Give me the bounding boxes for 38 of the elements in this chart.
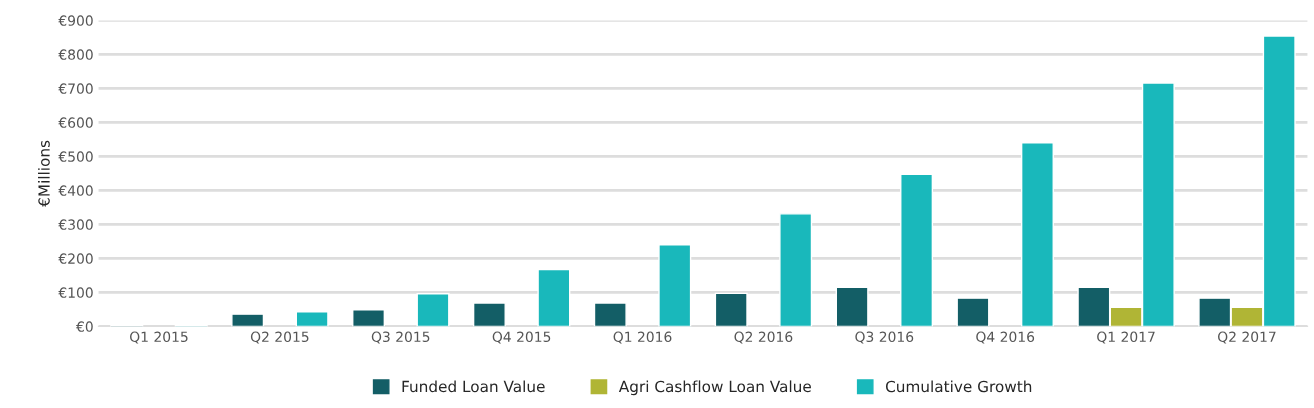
legend-label: Agri Cashflow Loan Value bbox=[618, 380, 811, 396]
legend-label: Funded Loan Value bbox=[402, 380, 545, 393]
y-tick-label: €600 bbox=[58, 117, 93, 128]
bar bbox=[472, 302, 506, 327]
bar bbox=[658, 244, 692, 327]
x-tick-label: Q2 2015 bbox=[250, 331, 309, 344]
legend-label: Cumulative Growth bbox=[885, 380, 1032, 393]
bar bbox=[352, 309, 386, 327]
y-tick-label: €700 bbox=[58, 83, 93, 94]
x-tick-label: Q3 2015 bbox=[371, 331, 430, 344]
y-tick-label: €0 bbox=[76, 321, 93, 332]
x-tick-label: Q1 2015 bbox=[130, 331, 188, 344]
y-tick-label: €300 bbox=[58, 219, 93, 230]
bar bbox=[714, 292, 748, 327]
x-tick-label: Q4 2015 bbox=[492, 331, 551, 344]
y-tick-label: €800 bbox=[58, 49, 93, 60]
bar bbox=[231, 313, 265, 327]
bar bbox=[537, 268, 571, 327]
x-tick-label: Q2 2016 bbox=[734, 331, 793, 344]
x-tick-label: Q3 2016 bbox=[855, 331, 914, 344]
x-tick-label: Q2 2017 bbox=[1218, 331, 1276, 344]
y-axis-title: €Millions bbox=[38, 140, 50, 207]
y-tick-label: €900 bbox=[58, 15, 93, 26]
bar bbox=[956, 297, 990, 327]
bar bbox=[593, 302, 627, 327]
bar bbox=[900, 173, 934, 327]
y-tick-label: €200 bbox=[58, 253, 93, 264]
bar bbox=[835, 286, 869, 327]
y-tick-label: €400 bbox=[58, 185, 93, 196]
y-tick-label: €100 bbox=[58, 287, 93, 298]
bar bbox=[295, 311, 329, 327]
bar bbox=[1020, 142, 1054, 327]
x-tick-label: Q4 2016 bbox=[976, 331, 1035, 344]
bar bbox=[416, 293, 450, 327]
x-tick-label: Q1 2016 bbox=[613, 331, 672, 344]
bar bbox=[779, 213, 813, 327]
y-tick-label: €500 bbox=[58, 151, 93, 162]
x-tick-label: Q1 2017 bbox=[1097, 331, 1155, 344]
